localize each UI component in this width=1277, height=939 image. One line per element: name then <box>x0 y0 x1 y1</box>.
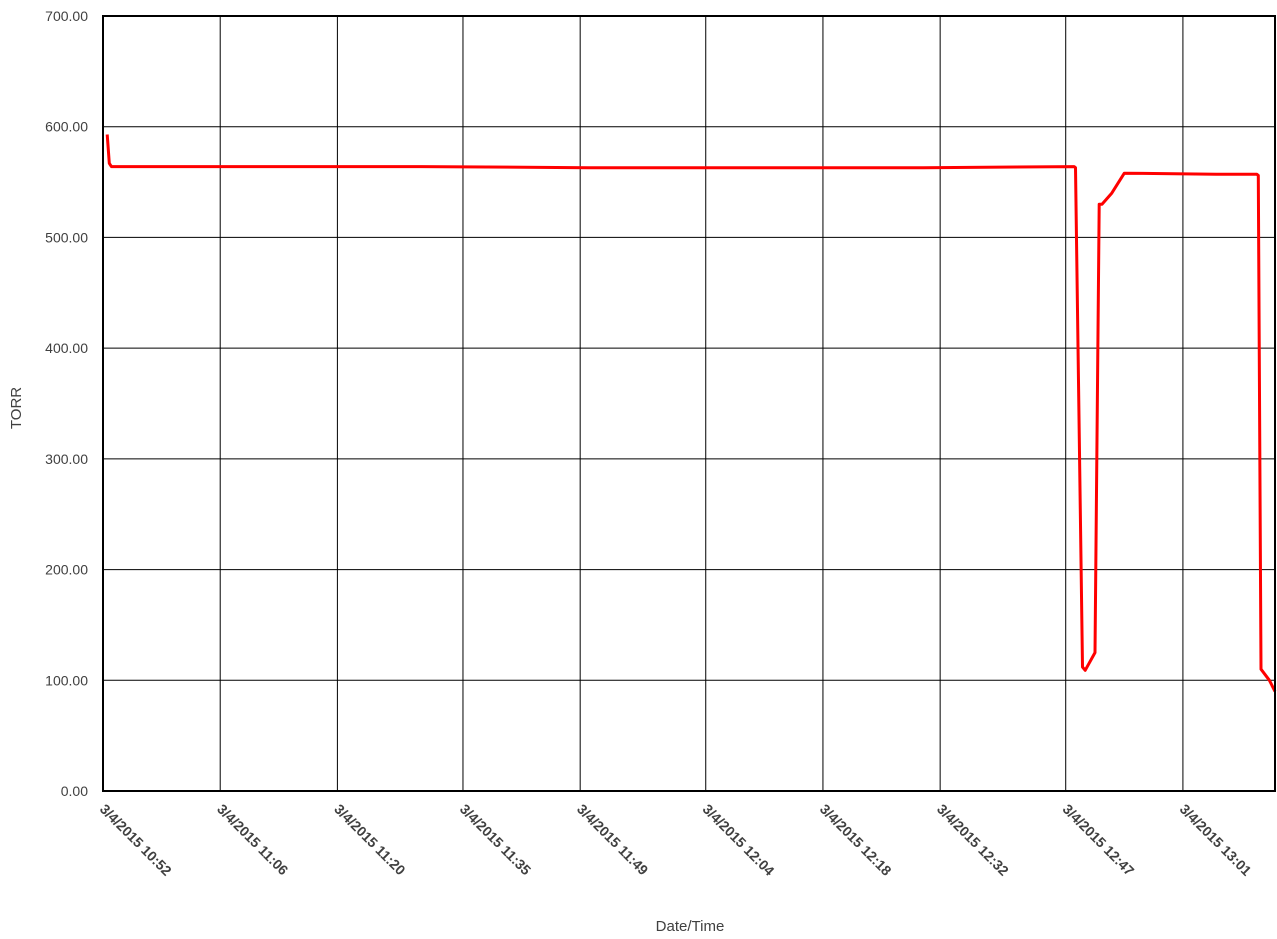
x-tick-label: 3/4/2015 11:35 <box>457 801 535 879</box>
x-tick-label: 3/4/2015 13:01 <box>1177 801 1255 879</box>
pressure-series-line <box>105 134 1277 693</box>
plot-frame <box>102 15 1276 792</box>
y-tick-label: 400.00 <box>45 340 88 356</box>
x-axis-title: Date/Time <box>656 918 725 935</box>
x-tick-label: 3/4/2015 12:18 <box>817 801 895 879</box>
y-tick-label: 600.00 <box>45 119 88 135</box>
y-axis-title: TORR <box>8 387 25 429</box>
x-tick-label: 3/4/2015 10:52 <box>97 801 175 879</box>
x-axis-tick-labels: 3/4/2015 10:52 3/4/2015 11:06 3/4/2015 11:… <box>97 801 1255 879</box>
y-axis-tick-labels: 0.00 100.00 200.00 300.00 400.00 500.00 600.00… <box>45 8 88 799</box>
y-tick-label: 0.00 <box>61 783 88 799</box>
x-tick-label: 3/4/2015 12:47 <box>1060 801 1138 879</box>
y-tick-label: 300.00 <box>45 451 88 467</box>
y-tick-label: 200.00 <box>45 562 88 578</box>
gridlines <box>102 15 1275 792</box>
x-tick-label: 3/4/2015 12:04 <box>700 801 778 879</box>
y-tick-label: 100.00 <box>45 672 88 688</box>
y-tick-label: 700.00 <box>45 8 88 24</box>
x-tick-label: 3/4/2015 11:49 <box>574 801 652 879</box>
y-tick-label: 500.00 <box>45 229 88 245</box>
series-group <box>105 134 1277 693</box>
x-tick-label: 3/4/2015 12:32 <box>934 801 1012 879</box>
x-tick-label: 3/4/2015 11:20 <box>331 801 409 879</box>
x-tick-label: 3/4/2015 11:06 <box>214 801 292 879</box>
